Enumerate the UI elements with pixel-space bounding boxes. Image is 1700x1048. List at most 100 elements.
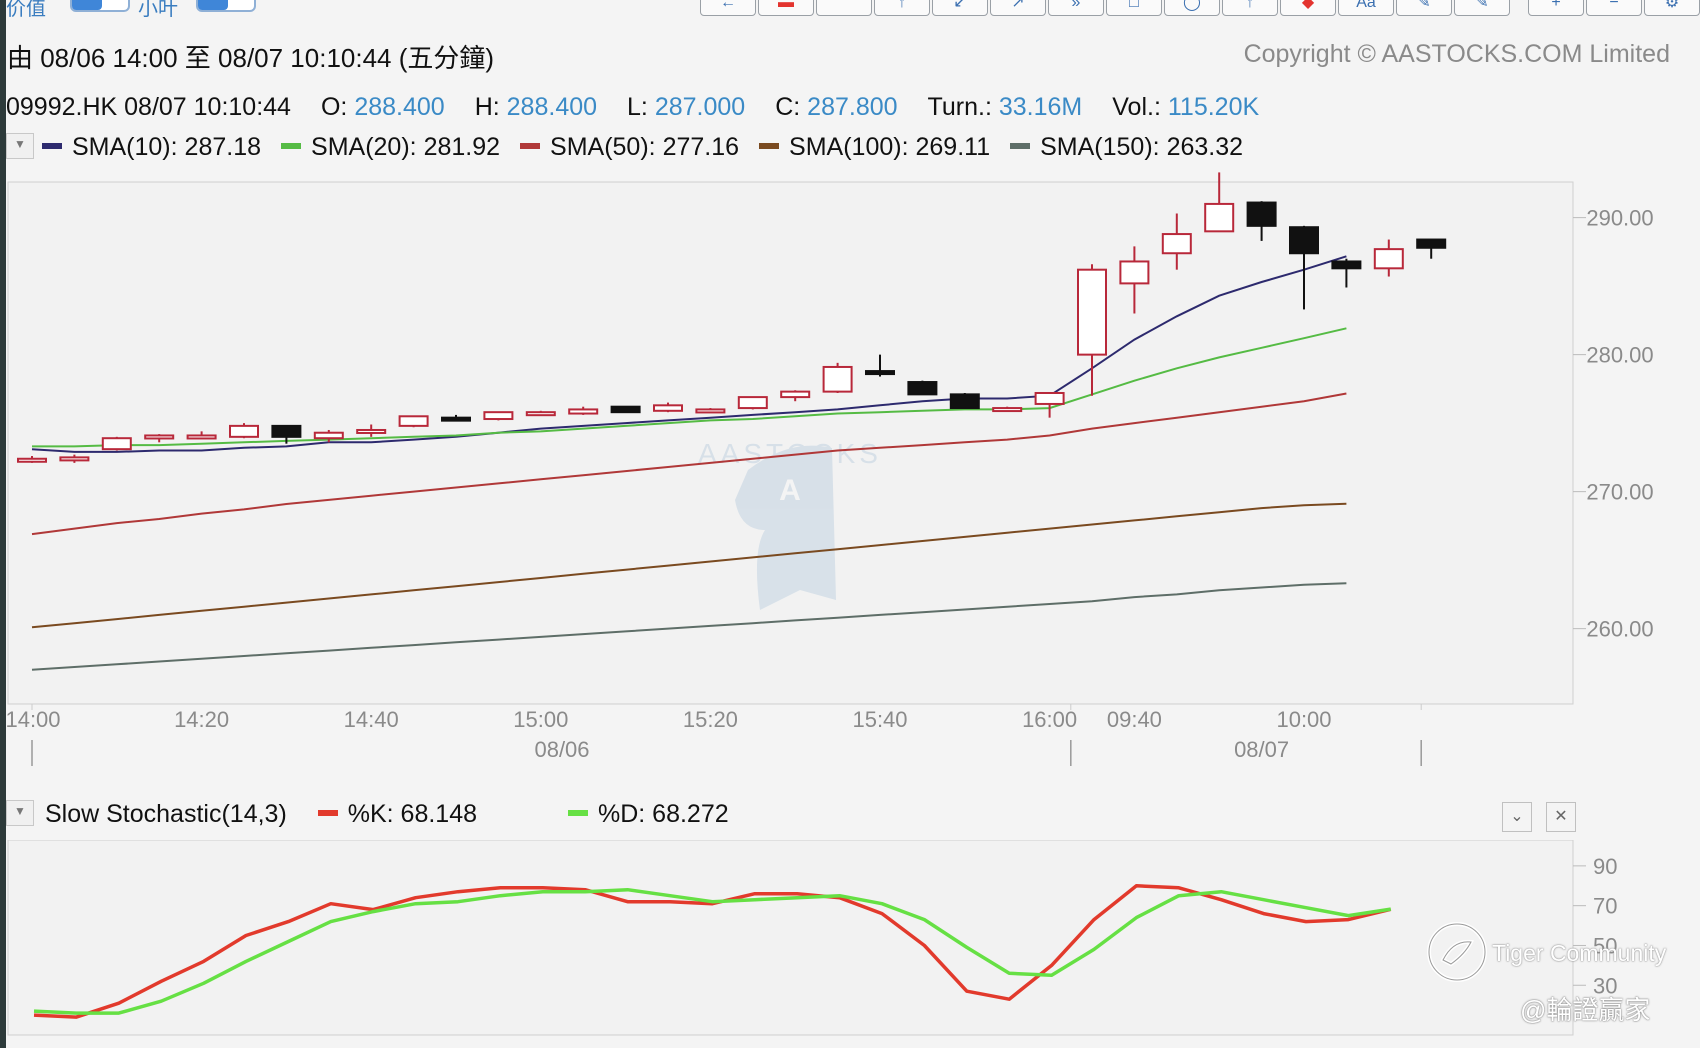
settings-button[interactable]: ⚙ xyxy=(1644,0,1700,16)
up-candle xyxy=(1204,172,1235,233)
copyright-notice: Copyright © AASTOCKS.COM Limited xyxy=(1243,40,1670,68)
y-tick-label: 280.00 xyxy=(1586,343,1653,368)
red-diamond-tool-button[interactable]: ◆ xyxy=(1280,0,1336,16)
arrow-left-tool-button[interactable]: ← xyxy=(700,0,756,16)
candle-body xyxy=(865,370,895,376)
x-tick-label: 16:00 xyxy=(1022,707,1077,732)
up-candle xyxy=(992,406,1023,413)
arrow-down-left-icon: ↙ xyxy=(953,0,967,11)
sma-legend: SMA(10): 287.18 SMA(20): 281.92 SMA(50): 2… xyxy=(42,133,1263,162)
legend-swatch xyxy=(759,143,780,150)
date-label: 08/07 xyxy=(1234,737,1289,762)
candle-body xyxy=(1246,201,1277,227)
low-value: 287.000 xyxy=(654,93,746,121)
price-plot-area xyxy=(7,181,1574,705)
zoom-in-button[interactable]: + xyxy=(1528,0,1584,16)
up-candle xyxy=(398,415,429,428)
dropdown-arrow-icon: ▼ xyxy=(14,804,26,818)
text-tool-tool-button[interactable]: Aa xyxy=(1338,0,1394,16)
collapse-panel-button[interactable]: ⌄ xyxy=(1502,802,1532,832)
up-candle xyxy=(1119,246,1150,314)
open-label: O: xyxy=(320,93,348,121)
d-swatch xyxy=(567,810,588,817)
up-candle xyxy=(568,406,599,415)
up-candle xyxy=(59,454,90,463)
aastocks-watermark: A AASTOCKS xyxy=(698,438,882,610)
tiger-community-watermark: Tiger Community xyxy=(1492,940,1667,966)
open-value: 288.400 xyxy=(354,93,445,121)
up-candle xyxy=(737,396,768,410)
close-panel-button[interactable]: ✕ xyxy=(1546,802,1576,832)
watermark-letter: A xyxy=(779,474,801,507)
high-label: H: xyxy=(474,93,500,121)
legend-sma20: SMA(20): 281.92 xyxy=(281,133,500,162)
high-value: 288.400 xyxy=(506,93,598,121)
down-candle xyxy=(949,392,980,410)
pen-tool-button[interactable]: ✎ xyxy=(1396,0,1452,16)
legend-sma100: SMA(100): 269.11 xyxy=(759,133,990,162)
zoom-out-button[interactable]: − xyxy=(1586,0,1642,16)
symbol-time: 09992.HK 08/07 10:10:44 xyxy=(6,93,291,121)
down-candle xyxy=(907,380,938,396)
up-candle xyxy=(101,436,132,451)
arrow-down-left-tool-button[interactable]: ↙ xyxy=(932,0,988,16)
up-candle xyxy=(780,390,811,402)
candle-body xyxy=(525,411,556,417)
arrow-right-up-icon: ↗ xyxy=(1011,0,1025,11)
candle-body xyxy=(17,457,47,463)
candle-body xyxy=(1373,248,1404,270)
up-candle xyxy=(695,408,726,414)
pencil-icon: ✎ xyxy=(1475,0,1489,11)
circle-tool-button[interactable]: ◯ xyxy=(1164,0,1220,16)
y-tick-label: 50 xyxy=(1593,933,1617,958)
down-candle xyxy=(1289,225,1319,310)
stochastic-chart[interactable]: 30 50 70 90 xyxy=(0,840,1700,1048)
red-bar-icon: ▬ xyxy=(778,0,794,11)
volume-value: 115.20K xyxy=(1167,93,1260,121)
square-icon: □ xyxy=(1129,0,1139,11)
text-tool-icon: Aa xyxy=(1356,0,1376,11)
legend-swatch xyxy=(281,143,302,150)
candle-body xyxy=(271,424,302,438)
legend-value: 287.18 xyxy=(184,133,262,161)
volume-label: Vol.: xyxy=(1112,93,1161,121)
pencil-tool-button[interactable]: ✎ xyxy=(1454,0,1510,16)
candle-body xyxy=(59,456,90,462)
up-candle xyxy=(483,411,514,421)
left-edge-bar xyxy=(0,0,6,1048)
double-arrow-tool-button[interactable]: » xyxy=(1048,0,1104,16)
up-candle xyxy=(525,410,556,417)
x-tick-label: 10:00 xyxy=(1276,707,1331,732)
legend-value: 277.16 xyxy=(662,133,740,161)
drawing-toolbar: 价值 小叶 ← ▬ ↑ ↙ ↗ » □ ◯ ↑ ◆ Aa ✎ ✎ + − ⚙ xyxy=(0,0,1700,20)
square-tool-button[interactable]: □ xyxy=(1106,0,1162,16)
author-handle-watermark: @輪證贏家 xyxy=(1520,995,1651,1025)
up-candle xyxy=(313,429,344,443)
toggle-switch-1[interactable] xyxy=(70,0,130,12)
price-chart[interactable]: A AASTOCKS 260.00 270.00 280.00 290.00 14:00… xyxy=(0,170,1700,770)
up-candle xyxy=(1373,239,1404,277)
stochastic-plot-area xyxy=(7,840,1574,1036)
indicator-dropdown[interactable]: ▼ xyxy=(6,133,34,159)
stochastic-dropdown[interactable]: ▼ xyxy=(6,800,34,826)
stochastic-legend: Slow Stochastic(14,3) %K: 68.148 %D: 68.… xyxy=(45,800,729,829)
candle-body xyxy=(1034,391,1065,405)
blank-tool-button[interactable] xyxy=(816,0,872,16)
candle-body xyxy=(653,404,683,412)
turnover-value: 33.16M xyxy=(998,93,1083,121)
arrow-up-tool-button[interactable]: ↑ xyxy=(874,0,930,16)
arrow-right-up-tool-button[interactable]: ↗ xyxy=(990,0,1046,16)
candle-body xyxy=(1161,233,1192,255)
zoom-in-icon: + xyxy=(1551,0,1561,11)
candle-body xyxy=(780,390,811,399)
y-tick-label: 290.00 xyxy=(1586,206,1653,231)
arrow-tool-button[interactable]: ↑ xyxy=(1222,0,1278,16)
candle-body xyxy=(992,407,1023,413)
red-bar-tool-button[interactable]: ▬ xyxy=(758,0,814,16)
date-label: 08/06 xyxy=(534,737,589,762)
watermark-text: AASTOCKS xyxy=(698,438,882,469)
close-value: 287.800 xyxy=(807,93,898,121)
candle-body xyxy=(356,428,387,434)
pct-d-line xyxy=(33,887,1392,1015)
toggle-switch-2[interactable] xyxy=(196,0,256,12)
